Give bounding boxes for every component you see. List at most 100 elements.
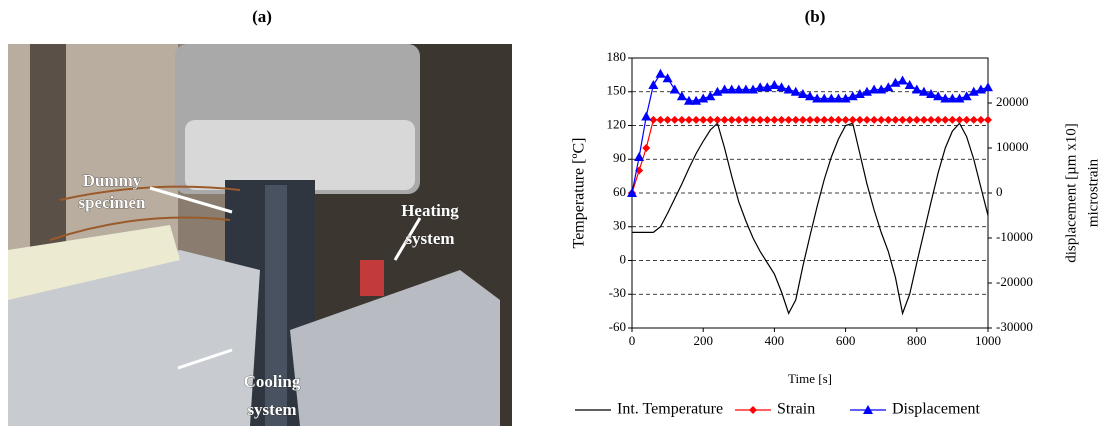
y2-tick-label: 20000	[996, 94, 1029, 109]
marker	[655, 68, 666, 78]
y2-tick-label: 0	[996, 184, 1003, 199]
marker	[669, 84, 680, 94]
marker	[934, 115, 943, 124]
y-tick-label: 30	[613, 218, 626, 233]
marker	[883, 82, 894, 92]
marker	[941, 115, 950, 124]
x-tick-label: 200	[693, 333, 713, 348]
marker	[820, 115, 829, 124]
x-tick-label: 0	[629, 333, 636, 348]
marker	[740, 84, 751, 94]
marker	[948, 115, 957, 124]
marker	[819, 93, 830, 103]
marker	[862, 115, 871, 124]
marker	[783, 84, 794, 94]
marker	[719, 84, 730, 94]
marker	[720, 115, 729, 124]
marker	[911, 84, 922, 94]
y-tick-label: 60	[613, 184, 626, 199]
marker	[627, 188, 637, 197]
marker	[649, 115, 658, 124]
marker	[933, 91, 944, 101]
marker	[863, 405, 873, 414]
series-line	[632, 122, 989, 316]
marker	[684, 115, 693, 124]
marker	[940, 93, 951, 103]
marker	[805, 91, 815, 101]
y-tick-label: 90	[613, 150, 626, 165]
marker	[790, 86, 801, 96]
marker	[642, 144, 651, 152]
marker	[905, 115, 914, 124]
marker	[683, 95, 694, 105]
y-tick-label: 180	[607, 49, 627, 64]
marker	[955, 115, 964, 124]
marker	[769, 80, 780, 89]
marker	[706, 115, 715, 124]
marker	[976, 115, 985, 124]
marker	[969, 115, 978, 124]
marker	[713, 115, 722, 124]
y-tick-label: 0	[620, 251, 627, 266]
marker	[705, 91, 716, 101]
marker	[848, 115, 857, 124]
marker	[841, 115, 850, 124]
marker	[676, 91, 687, 101]
photo-label: Cooling	[244, 372, 301, 391]
photo-label: Dummy	[83, 171, 142, 190]
photo-label: system	[247, 400, 296, 419]
marker	[733, 84, 744, 94]
marker	[833, 93, 844, 103]
marker	[877, 115, 886, 124]
marker	[791, 115, 800, 124]
marker	[961, 91, 972, 101]
marker	[912, 115, 921, 124]
y-tick-label: 150	[607, 83, 627, 98]
marker	[984, 115, 992, 124]
series-line	[631, 119, 988, 194]
marker	[962, 115, 971, 124]
marker	[648, 80, 659, 89]
marker	[855, 115, 864, 124]
y-axis-title: Temperature [ºC]	[571, 138, 588, 249]
y-tick-label: -60	[609, 319, 626, 334]
marker	[891, 115, 900, 124]
marker	[699, 115, 708, 124]
marker	[927, 115, 936, 124]
marker	[798, 115, 807, 124]
y2-tick-label: -30000	[996, 319, 1033, 334]
marker	[734, 115, 743, 124]
marker	[777, 115, 786, 124]
marker	[784, 115, 793, 124]
marker	[926, 89, 937, 98]
marker	[826, 93, 837, 103]
y2-axis-title: displacement [µm x10]	[1063, 123, 1079, 262]
marker	[726, 84, 737, 94]
marker	[904, 80, 915, 89]
marker	[806, 115, 814, 124]
x-tick-label: 400	[765, 333, 785, 348]
marker	[741, 115, 750, 124]
y-tick-label: 120	[607, 116, 627, 131]
x-tick-label: 600	[836, 333, 856, 348]
marker	[870, 115, 879, 124]
marker	[663, 115, 672, 124]
marker	[898, 115, 907, 124]
marker	[834, 115, 843, 124]
photo-label: specimen	[78, 193, 146, 212]
marker	[656, 115, 665, 124]
marker	[670, 115, 679, 124]
photo: Dummy specimen Heating system Cooling sy…	[8, 44, 512, 426]
marker	[749, 115, 758, 124]
marker	[692, 115, 701, 124]
y-tick-label: -30	[609, 285, 626, 300]
marker	[884, 115, 893, 124]
marker	[776, 82, 787, 92]
legend-label: Strain	[777, 401, 815, 418]
photo-label: Heating	[401, 201, 459, 220]
marker	[755, 82, 766, 92]
marker	[770, 115, 779, 124]
marker	[677, 115, 686, 124]
panel-label: (a)	[252, 7, 272, 26]
y2-tick-label: -20000	[996, 274, 1033, 289]
